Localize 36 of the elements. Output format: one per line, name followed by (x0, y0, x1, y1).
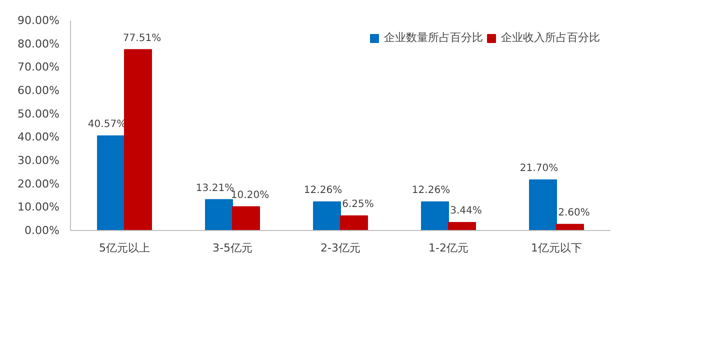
data-label: 3.44% (450, 206, 482, 217)
bar (448, 222, 476, 230)
x-tick-label: 2-3亿元 (320, 242, 360, 254)
data-label: 12.26% (412, 185, 450, 196)
data-label: 21.70% (520, 163, 558, 174)
legend-label: 企业数量所占百分比 (384, 30, 483, 45)
bar (421, 201, 449, 230)
data-label: 6.25% (342, 199, 374, 210)
y-tick-label: 10.00% (18, 200, 60, 214)
data-label: 10.20% (230, 190, 270, 201)
y-tick-label: 70.00% (18, 60, 60, 74)
y-tick-label: 60.00% (18, 84, 60, 97)
x-tick-label: 1亿元以下 (531, 242, 582, 254)
y-tick-label: 20.00% (18, 177, 60, 190)
data-label: 77.51% (122, 32, 162, 44)
legend-label: 企业收入所占百分比 (501, 30, 600, 45)
y-tick-label: 0.00% (24, 224, 60, 237)
y-tick-label: 30.00% (18, 154, 60, 167)
bar (124, 49, 152, 230)
data-label: 40.57% (88, 119, 126, 130)
x-tick-label: 5亿元以上 (99, 242, 150, 254)
y-tick-label: 40.00% (18, 130, 60, 144)
bar (340, 215, 368, 230)
data-label: 12.26% (304, 185, 342, 196)
x-tick-label: 1-2亿元 (428, 242, 468, 254)
bar (205, 199, 233, 230)
bar (556, 224, 584, 230)
bar (232, 206, 260, 230)
y-tick-label: 90.00% (18, 14, 60, 27)
bar (97, 135, 125, 230)
y-tick-label: 80.00% (18, 37, 60, 50)
bar (313, 201, 341, 230)
x-tick-label: 3-5亿元 (212, 242, 252, 254)
y-tick-label: 50.00% (18, 107, 60, 120)
bar (529, 179, 557, 230)
data-label: 2.60% (558, 208, 590, 219)
